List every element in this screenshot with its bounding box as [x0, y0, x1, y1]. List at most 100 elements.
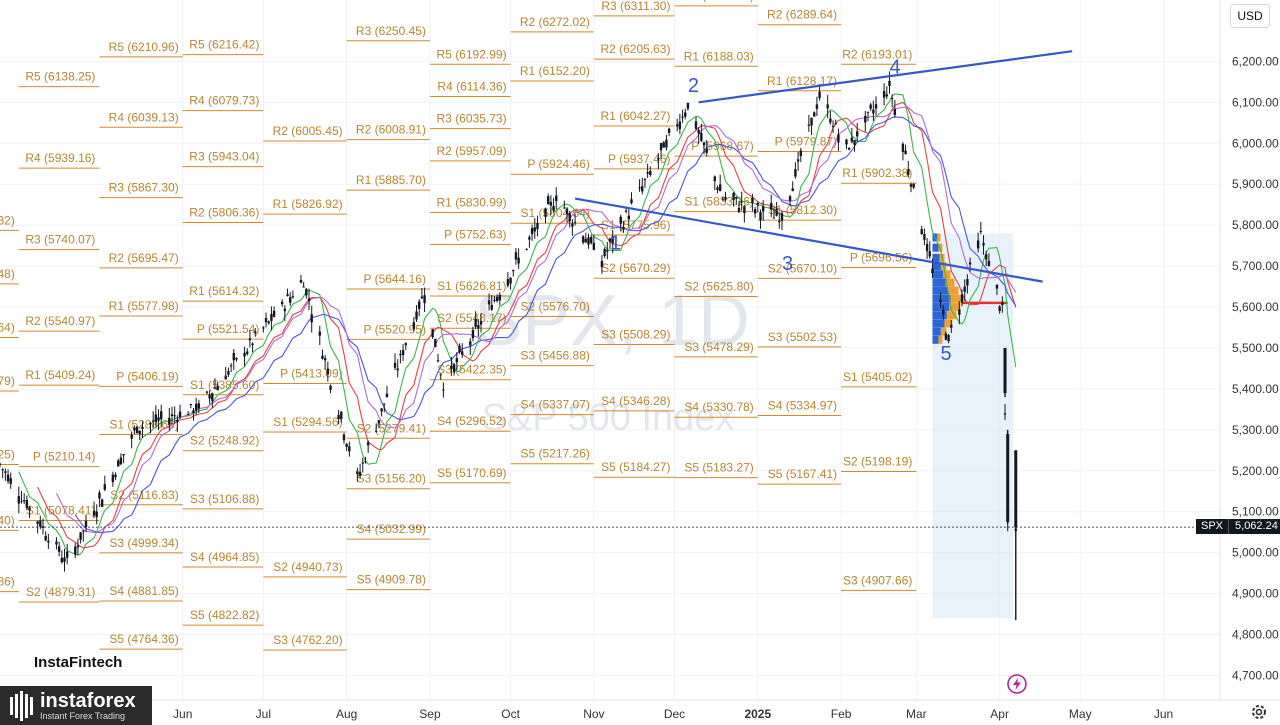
candle-body [627, 215, 631, 220]
x-tick-label: Aug [336, 707, 357, 721]
candles [0, 71, 1018, 621]
candle-body [837, 134, 840, 143]
candle-body [267, 321, 270, 324]
volume-profile [932, 233, 1014, 619]
candle-body [659, 143, 663, 151]
pivot-label: R5 (5787.32) [0, 213, 15, 227]
candle-body [649, 170, 652, 175]
candle-body [856, 131, 859, 137]
lightning-icon[interactable] [1006, 673, 1028, 695]
pivot-label: S3 (4999.34) [109, 536, 178, 550]
candle-body [565, 208, 569, 215]
candle-body [657, 157, 660, 160]
y-tick-label: 6,200.00 [1232, 54, 1279, 68]
candle-body [25, 500, 29, 508]
y-tick-label: 5,300.00 [1232, 423, 1279, 437]
pivot-label: P (5210.14) [33, 450, 96, 464]
candle-body [866, 111, 870, 113]
candle-body [799, 150, 802, 157]
y-tick-label: 5,400.00 [1232, 382, 1279, 396]
candle-body [130, 434, 133, 439]
pivot-label: S5 (5183.27) [684, 461, 753, 475]
candle-body [589, 236, 593, 244]
pivot-label: S3 (4762.20) [273, 633, 342, 647]
instafintech-logo: InstaFintech [26, 650, 131, 675]
y-tick-label: 6,000.00 [1232, 136, 1279, 150]
x-tick-label: Jul [256, 707, 271, 721]
pivot-label: S3 (5106.88) [190, 492, 259, 506]
x-tick-label: Mar [906, 707, 927, 721]
candle-body [847, 148, 851, 150]
y-tick-label: 5,500.00 [1232, 341, 1279, 355]
candle-body [794, 169, 797, 177]
candle-body [100, 499, 104, 507]
candle-body [103, 484, 107, 490]
candle-body [194, 403, 198, 411]
candle-body [888, 80, 891, 86]
candle-body [743, 206, 746, 214]
pivot-label: S4 (5296.52) [437, 414, 506, 428]
candle-body [928, 251, 931, 257]
gear-icon[interactable] [1250, 703, 1268, 721]
candle-body [361, 462, 364, 464]
candle-body [920, 229, 923, 235]
candle-body [291, 296, 295, 298]
candle-body [340, 411, 343, 420]
candle-body [960, 294, 964, 303]
candle-body [213, 387, 217, 389]
candle-body [348, 446, 351, 452]
pivot-label: S1 (5405.02) [843, 370, 912, 384]
candle-body [624, 210, 628, 212]
candle-body [998, 306, 1001, 311]
instaforex-wordmark: instaforex [40, 689, 136, 712]
candle-body [63, 557, 66, 562]
candle-body [985, 254, 988, 260]
pivot-label: R4 (6079.73) [189, 94, 259, 108]
candle-body [157, 417, 160, 421]
trendline-upper [698, 50, 1073, 104]
candle-body [22, 500, 26, 502]
pivot-label: R1 (5902.38) [842, 166, 912, 180]
y-tick-label: 5,800.00 [1232, 218, 1279, 232]
candle-body [1003, 347, 1007, 393]
candle-body [401, 350, 405, 355]
candle-body [512, 270, 515, 272]
pivot-label: P (5752.63) [444, 228, 507, 242]
candle-body [756, 202, 759, 205]
candle-body [885, 94, 888, 97]
candle-body [568, 213, 571, 222]
candle-body [834, 123, 837, 125]
candle-body [138, 430, 141, 434]
candle-body [205, 391, 209, 393]
candle-body [702, 142, 706, 146]
candle-body [667, 128, 671, 133]
candle-body [224, 375, 227, 380]
candle-body [358, 471, 362, 476]
candle-body [622, 226, 625, 230]
candle-body [283, 308, 287, 312]
candle-body [111, 474, 115, 482]
x-tick-label: Jun [1154, 707, 1173, 721]
candle-body [909, 184, 913, 187]
pivot-label: R1 (5885.70) [356, 173, 426, 187]
candle-body [9, 478, 12, 484]
x-tick-label: Dec [664, 707, 685, 721]
pivot-label: R2 (6005.45) [273, 124, 343, 138]
pivot-label: R3 (6311.30) [601, 0, 670, 13]
candle-body [939, 299, 942, 303]
x-tick-label: Jun [173, 707, 192, 721]
candle-body [517, 257, 520, 264]
pivot-label: P (5924.46) [527, 157, 590, 171]
candle-body [461, 351, 464, 355]
candle-body [753, 209, 757, 214]
candle-body [326, 368, 330, 375]
pivot-label: R5 (6192.99) [437, 47, 507, 61]
pivot-label: R3 (6250.45) [356, 24, 426, 38]
wave-label: 3 [782, 253, 793, 275]
pivot-label: R1 (5830.99) [437, 195, 507, 209]
candle-body [434, 338, 437, 347]
pivot-label: S3 (5502.53) [768, 330, 837, 344]
candle-body [546, 196, 550, 205]
currency-selector[interactable]: USD [1230, 4, 1270, 28]
